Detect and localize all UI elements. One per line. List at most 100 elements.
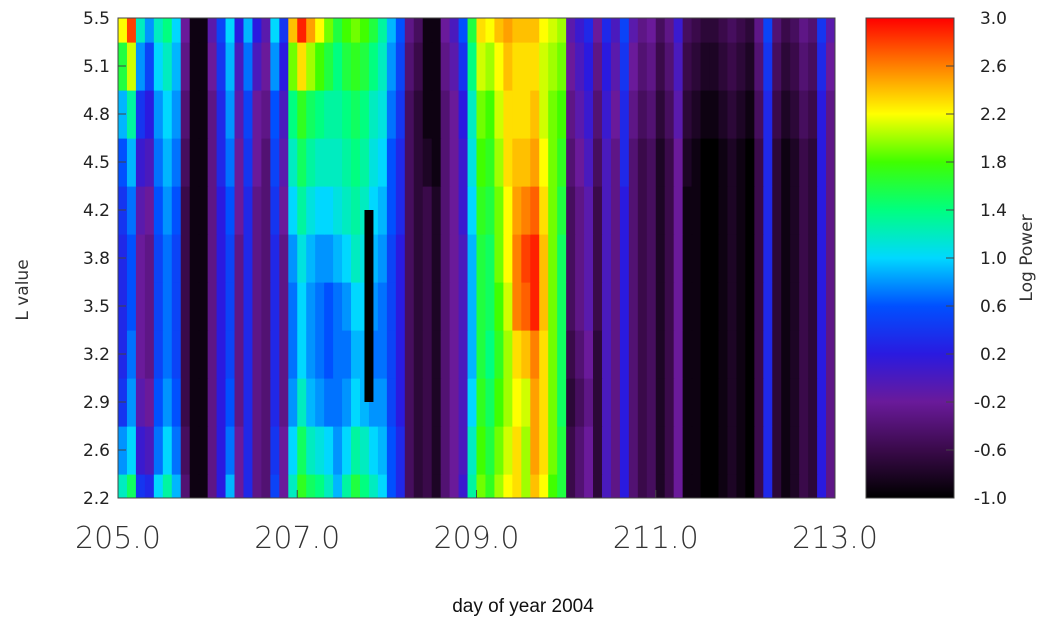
heatmap-cell xyxy=(503,186,513,235)
heatmap-cell xyxy=(763,18,773,43)
heatmap-cell xyxy=(180,474,191,498)
heatmap-cell xyxy=(593,18,603,43)
heatmap-cell xyxy=(288,234,298,283)
heatmap-cell xyxy=(817,474,827,498)
heatmap-cell xyxy=(270,42,280,91)
heatmap-cell xyxy=(342,90,352,139)
heatmap-cell xyxy=(171,378,182,427)
heatmap-cell xyxy=(440,378,451,427)
heatmap-cell xyxy=(458,18,469,43)
heatmap-cell xyxy=(306,42,316,91)
heatmap-cell xyxy=(817,378,827,427)
heatmap-cell xyxy=(180,426,191,475)
heatmap-cell xyxy=(216,42,227,91)
heatmap-cell xyxy=(333,138,343,187)
heatmap-cell xyxy=(126,90,137,139)
heatmap-cell xyxy=(351,234,361,283)
heatmap-cell xyxy=(171,42,182,91)
heatmap-cell xyxy=(359,474,370,498)
heatmap-cell xyxy=(503,42,513,91)
x-axis: 205.0 207.0 209.0 211.0 213.0 xyxy=(75,490,878,556)
heatmap-cell xyxy=(566,234,576,283)
heatmap-cell xyxy=(826,90,835,139)
heatmap-cell xyxy=(243,90,254,139)
heatmap-cell xyxy=(799,18,809,43)
colorbar-swatch xyxy=(865,17,955,499)
heatmap-cell xyxy=(279,234,289,283)
heatmap-cell xyxy=(395,330,406,379)
heatmap-cell xyxy=(790,90,800,139)
heatmap-cell xyxy=(772,234,782,283)
heatmap-cell xyxy=(243,330,254,379)
heatmap-cell xyxy=(575,474,585,498)
heatmap-cell xyxy=(494,234,504,283)
heatmap-cell xyxy=(135,42,146,91)
heatmap-cell xyxy=(458,426,469,475)
heatmap-cell xyxy=(440,330,451,379)
heatmap-cell xyxy=(324,186,334,235)
heatmap-cell xyxy=(279,330,289,379)
heatmap-cell xyxy=(476,282,487,331)
heatmap-cell xyxy=(575,330,585,379)
heatmap-cell xyxy=(691,426,702,475)
heatmap-cell xyxy=(297,186,307,235)
heatmap-cell xyxy=(781,42,791,91)
heatmap-cell xyxy=(467,474,478,498)
heatmap-cell xyxy=(700,474,711,498)
heatmap-cell xyxy=(646,474,657,498)
heatmap-cell xyxy=(270,282,280,331)
heatmap-cell xyxy=(637,282,648,331)
heatmap-cell xyxy=(171,90,182,139)
heatmap-cell xyxy=(575,426,585,475)
heatmap-cell xyxy=(234,138,245,187)
heatmap-cell xyxy=(261,426,271,475)
heatmap-cell xyxy=(342,234,352,283)
heatmap-cell xyxy=(593,42,603,91)
heatmap-cell xyxy=(790,474,800,498)
heatmap-cell xyxy=(449,90,460,139)
heatmap-cell xyxy=(628,42,639,91)
heatmap-cell xyxy=(234,378,245,427)
y-tick-label: 5.1 xyxy=(83,57,110,77)
heatmap-cell xyxy=(512,426,522,475)
heatmap-cell xyxy=(709,474,720,498)
heatmap-cell xyxy=(162,282,173,331)
heatmap-cell xyxy=(324,282,334,331)
heatmap-cell xyxy=(261,234,271,283)
heatmap-cell xyxy=(279,42,289,91)
colorbar-tick-label: 0.6 xyxy=(980,297,1007,317)
heatmap-cells xyxy=(118,18,835,498)
heatmap-cell xyxy=(395,138,406,187)
heatmap-cell xyxy=(413,282,424,331)
heatmap-cell xyxy=(377,378,388,427)
heatmap-cell xyxy=(297,90,307,139)
heatmap-cell xyxy=(368,426,379,475)
heatmap-cell xyxy=(539,18,549,43)
heatmap-cell xyxy=(664,186,675,235)
heatmap-cell xyxy=(619,378,630,427)
heatmap-cell xyxy=(521,330,531,379)
colorbar: -1.0 -0.6 -0.2 0.2 0.6 1.0 1.4 1.8 2.2 2.6 3.0 xyxy=(865,9,1007,509)
heatmap-cell xyxy=(342,138,352,187)
heatmap-cell xyxy=(431,138,442,187)
heatmap-cell xyxy=(404,474,415,498)
heatmap-cell xyxy=(593,330,603,379)
heatmap-cell xyxy=(449,330,460,379)
heatmap-cell xyxy=(333,18,343,43)
heatmap-cell xyxy=(144,282,155,331)
heatmap-cell xyxy=(306,90,316,139)
y-tick-label: 4.5 xyxy=(83,153,110,173)
heatmap-cell xyxy=(431,42,442,91)
heatmap-cell xyxy=(216,186,227,235)
heatmap-cell xyxy=(548,138,558,187)
heatmap-cell xyxy=(584,18,594,43)
heatmap-cell xyxy=(270,186,280,235)
heatmap-cell xyxy=(422,378,433,427)
y-tick-label: 3.5 xyxy=(83,297,110,317)
heatmap-cell xyxy=(297,474,307,498)
heatmap-cell xyxy=(826,18,835,43)
heatmap-cell xyxy=(288,186,298,235)
heatmap-cell xyxy=(234,42,245,91)
heatmap-cell xyxy=(691,330,702,379)
